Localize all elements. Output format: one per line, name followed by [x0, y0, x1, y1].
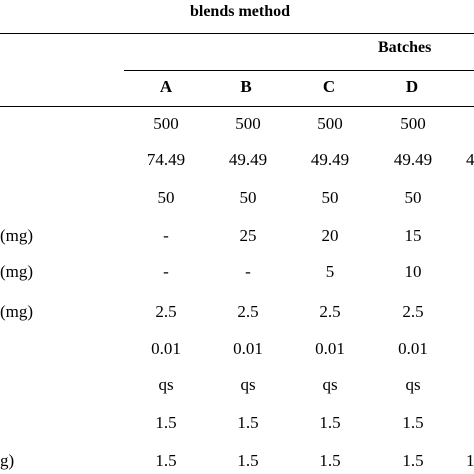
cell-overflow: 1 [466, 451, 474, 470]
cell-a: 2.5 [155, 302, 177, 321]
cell-d: qs [405, 375, 421, 394]
table-row: qs qs qs qs [0, 368, 474, 402]
cell-b: 50 [239, 188, 257, 207]
cell-a: 74.49 [146, 150, 186, 169]
cell-c: 20 [321, 226, 339, 245]
cell-overflow [466, 332, 474, 366]
column-header-b: B [240, 77, 252, 96]
cell-overflow [466, 406, 474, 440]
cell-c: 1.5 [319, 413, 341, 432]
row-label: (mg) [0, 226, 34, 245]
cell-c: 49.49 [310, 150, 350, 169]
cell-c: qs [322, 375, 338, 394]
cell-d: 2.5 [402, 302, 424, 321]
cell-d: 10 [404, 262, 422, 281]
cell-c: 5 [325, 262, 335, 281]
column-header-a: A [159, 77, 173, 96]
cell-b: 1.5 [237, 413, 259, 432]
cell-b: 0.01 [233, 339, 263, 358]
cell-c: 50 [321, 188, 339, 207]
cell-c: 0.01 [315, 339, 345, 358]
cell-overflow [466, 295, 474, 329]
table-row: (mg) 2.5 2.5 2.5 2.5 [0, 295, 474, 329]
table-row: 50 50 50 50 [0, 181, 474, 215]
header-rule [0, 106, 474, 107]
cell-c: 2.5 [319, 302, 341, 321]
table-caption: blends method [189, 3, 291, 20]
cell-a: 0.01 [151, 339, 181, 358]
cell-c: 1.5 [319, 451, 341, 470]
cell-overflow [466, 368, 474, 402]
row-label: (mg) [0, 302, 34, 321]
group-rule [124, 70, 474, 71]
cell-b: 2.5 [237, 302, 259, 321]
cell-overflow [466, 219, 474, 253]
table-row: g) 1.5 1.5 1.5 1.5 1 [0, 444, 474, 474]
cell-overflow: 4 [466, 150, 474, 169]
cell-b: 49.49 [228, 150, 268, 169]
cell-b: 1.5 [237, 451, 259, 470]
cell-a: 1.5 [155, 413, 177, 432]
cell-b: 500 [235, 114, 261, 133]
batches-header: Batches [378, 39, 432, 56]
cell-d: 49.49 [393, 150, 433, 169]
cell-d: 1.5 [402, 451, 424, 470]
cell-d: 15 [404, 226, 422, 245]
cell-d: 0.01 [398, 339, 428, 358]
table-row: 1.5 1.5 1.5 1.5 [0, 406, 474, 440]
cell-b: - [245, 262, 251, 281]
row-label: g) [0, 451, 15, 470]
table-row: 74.49 49.49 49.49 49.49 4 [0, 143, 474, 177]
cell-a: - [163, 226, 169, 245]
table-row: (mg) - 25 20 15 [0, 219, 474, 253]
cell-a: 500 [153, 114, 179, 133]
cell-overflow [466, 255, 474, 289]
column-header-d: D [405, 77, 419, 96]
cell-b: qs [240, 375, 256, 394]
table-row: (mg) - - 5 10 [0, 255, 474, 289]
cell-a: - [163, 262, 169, 281]
cell-d: 1.5 [402, 413, 424, 432]
cell-b: 25 [239, 226, 257, 245]
table-row: 500 500 500 500 [0, 107, 474, 141]
column-header-c: C [322, 77, 336, 96]
cell-a: 50 [157, 188, 175, 207]
cell-d: 50 [404, 188, 422, 207]
cell-a: qs [158, 375, 174, 394]
cell-overflow [466, 181, 474, 215]
cell-c: 500 [317, 114, 343, 133]
top-rule [0, 33, 474, 34]
table-row: 0.01 0.01 0.01 0.01 [0, 332, 474, 366]
cell-a: 1.5 [155, 451, 177, 470]
row-label: (mg) [0, 262, 34, 281]
cell-d: 500 [400, 114, 426, 133]
cell-overflow [466, 107, 474, 141]
